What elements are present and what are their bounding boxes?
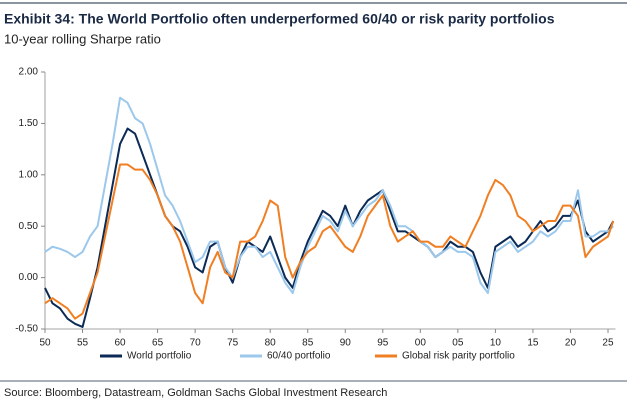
x-tick-label: 20 (565, 338, 577, 349)
x-tick-label: 00 (415, 338, 427, 349)
series-line (44, 127, 615, 328)
x-tick-label: 95 (377, 338, 389, 349)
source-note: Source: Bloomberg, Datastream, Goldman S… (4, 387, 387, 399)
y-tick-label: 1.00 (19, 169, 39, 180)
x-tick-label: 85 (302, 338, 314, 349)
series-line (44, 163, 615, 320)
x-tick-label: 05 (452, 338, 464, 349)
x-tick-label: 15 (527, 338, 539, 349)
x-tick-label: 10 (490, 338, 502, 349)
x-tick-label: 75 (227, 338, 239, 349)
x-tick-label: 65 (152, 338, 164, 349)
x-tick-label: 50 (39, 338, 51, 349)
x-tick-label: 60 (115, 338, 127, 349)
y-tick-label: 1.50 (19, 118, 39, 129)
y-tick-label: 0.00 (19, 272, 39, 283)
legend-label: World portfolio (127, 351, 192, 362)
series-line (44, 96, 614, 295)
x-tick-label: 80 (265, 338, 277, 349)
y-tick-label: 2.00 (19, 67, 39, 78)
chart-subtitle: 10-year rolling Sharpe ratio (4, 31, 161, 46)
legend-label: 60/40 portfolio (267, 351, 331, 362)
y-tick-label: -0.50 (15, 324, 38, 335)
x-tick-label: 25 (602, 338, 614, 349)
legend-label: Global risk parity portfolio (402, 351, 515, 362)
x-tick-label: 55 (77, 338, 89, 349)
x-tick-label: 70 (190, 338, 202, 349)
x-tick-label: 90 (340, 338, 352, 349)
y-tick-label: 0.50 (19, 221, 39, 232)
chart-title: Exhibit 34: The World Portfolio often un… (4, 11, 555, 27)
